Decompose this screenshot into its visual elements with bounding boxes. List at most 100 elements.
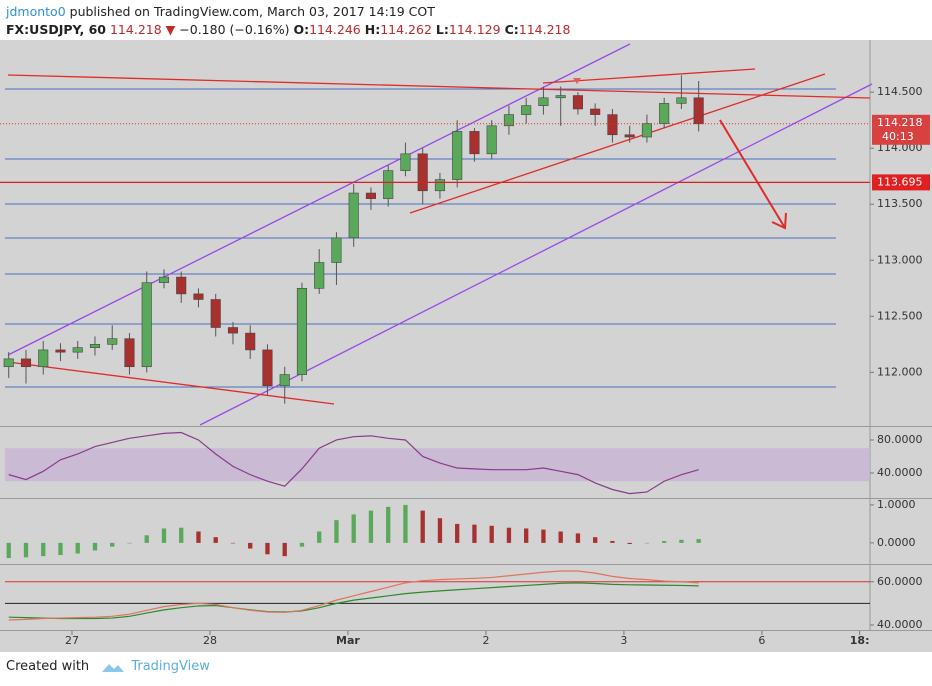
candle-body — [555, 95, 566, 99]
column — [317, 531, 322, 543]
candle-body — [659, 103, 670, 124]
x-tick-label: 2 — [482, 634, 489, 647]
y-tick-label: 60.0000 — [877, 575, 923, 588]
candle-body — [158, 276, 170, 283]
ohlc-value: 114.218 — [518, 22, 571, 37]
arrow-shaft — [719, 119, 786, 229]
ohlc-value: 114.129 — [448, 22, 501, 37]
column — [524, 528, 529, 543]
candle-body — [331, 237, 342, 263]
candle-body — [72, 347, 83, 353]
y-tick-label: 40.0000 — [877, 618, 923, 631]
column — [455, 523, 460, 543]
candle-body — [676, 97, 687, 104]
channel — [7, 43, 873, 426]
x-tick-label: 27 — [65, 634, 79, 647]
column — [506, 527, 512, 543]
y-tick-label: 80.0000 — [877, 433, 923, 446]
x-tick-label: 3 — [620, 634, 627, 647]
candle-body — [193, 293, 204, 300]
candle-body — [400, 153, 411, 171]
column — [41, 542, 46, 557]
candle-body — [210, 299, 221, 328]
candle-body — [365, 192, 376, 199]
candle-body — [521, 105, 532, 115]
column — [127, 542, 132, 544]
change: −0.180 (−0.16%) — [179, 22, 290, 37]
column — [489, 525, 494, 543]
candle-body — [314, 262, 325, 289]
column — [6, 542, 11, 559]
created-with: Created with — [6, 659, 90, 674]
candle-body — [20, 358, 32, 368]
candle-body — [227, 327, 239, 334]
y-tick-label: 114.500 — [877, 85, 923, 98]
column — [179, 527, 184, 543]
x-tick-label: 18: — [850, 634, 870, 647]
column — [403, 504, 408, 543]
column — [420, 510, 425, 543]
ohlc-label: C: — [504, 22, 519, 37]
column — [541, 529, 546, 543]
column — [368, 510, 374, 543]
last-price-box — [872, 114, 930, 145]
change-arrow: ▼ — [165, 22, 176, 37]
header: jdmonto0 published on TradingView.com, M… — [6, 3, 570, 39]
author: jdmonto0 — [6, 4, 66, 19]
column — [386, 506, 391, 543]
candle-body — [124, 338, 135, 368]
band — [5, 448, 870, 482]
candle-body — [176, 276, 187, 295]
symbol: FX:USDJPY, 60 — [6, 22, 106, 37]
column — [282, 542, 287, 557]
candle-body — [348, 192, 359, 239]
x-tick-label: 6 — [758, 634, 765, 647]
y-tick-label: 112.000 — [877, 365, 923, 378]
column — [679, 539, 684, 543]
level-label-box — [872, 174, 930, 191]
arrow-head — [771, 212, 787, 230]
candle-body — [538, 97, 549, 106]
column — [662, 540, 667, 543]
y-tick-label: 113.500 — [877, 197, 923, 210]
column — [196, 531, 201, 543]
column — [437, 518, 443, 543]
candle-body — [590, 108, 601, 115]
channel-line — [199, 83, 873, 426]
ohlc-label: H: — [364, 22, 381, 37]
candle-body — [417, 153, 428, 192]
y-tick-label: 1.0000 — [877, 498, 916, 511]
column — [351, 514, 356, 543]
candle-body — [38, 349, 49, 368]
countdown: 40:13 — [882, 130, 914, 143]
column — [334, 520, 339, 543]
candle-body — [572, 95, 583, 110]
y-tick-label: 0.0000 — [877, 536, 916, 549]
y-tick-label: 112.500 — [877, 309, 923, 322]
footer: Created with TradingView — [6, 659, 210, 674]
candle-body — [107, 338, 118, 345]
candle-body — [607, 114, 618, 136]
candle-body — [262, 349, 273, 387]
candle-body — [296, 287, 308, 375]
column — [558, 531, 563, 543]
indicator-line — [8, 570, 699, 621]
header-line: FX:USDJPY, 60 114.218 ▼ −0.180 (−0.16%) … — [6, 21, 570, 39]
candle-body — [383, 170, 394, 199]
column — [575, 533, 581, 543]
published: published on TradingView.com, March 03, … — [69, 4, 435, 19]
header-line: jdmonto0 published on TradingView.com, M… — [6, 3, 570, 21]
ohlc-value: 114.262 — [380, 22, 432, 37]
candle-body — [279, 374, 290, 387]
trend-lines — [7, 68, 871, 405]
logo-shape — [102, 663, 125, 672]
column — [23, 542, 29, 558]
candle-body — [89, 344, 101, 348]
column — [75, 542, 80, 554]
chart-background — [0, 40, 932, 652]
trend-line — [409, 73, 826, 214]
logo — [102, 663, 125, 672]
ohlc-value: 114.246 — [309, 22, 361, 37]
column — [248, 542, 253, 549]
